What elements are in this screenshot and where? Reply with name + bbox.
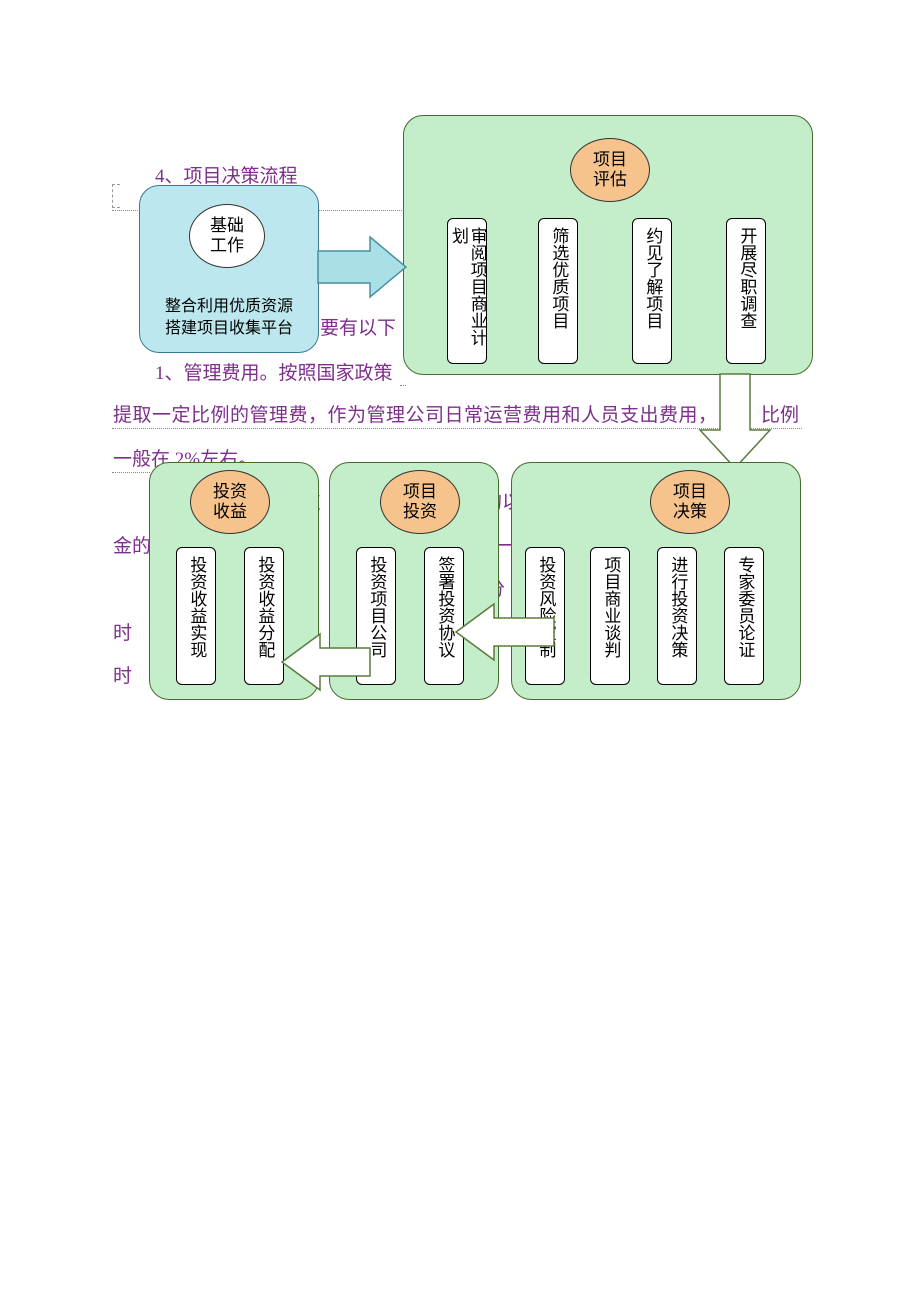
oval-returns: 投资 收益 [190,470,270,534]
evaluate-item-1: 审阅项目商业计划 [447,218,487,364]
evaluate-item-2: 筛选优质项目 [538,218,578,364]
decide-item-2: 项目商业谈判 [590,547,630,685]
invest-item-2-text: 签署投资协议 [435,556,454,658]
decide-item-3-text: 进行投资决策 [668,556,687,658]
evaluate-item-1-text: 审阅项目商业计划 [448,227,485,355]
bg-line7a: 金的 [113,536,151,559]
arrow-invest-to-returns [280,634,370,690]
evaluate-item-2-text: 筛选优质项目 [549,227,568,329]
bg-line9a: 时 [113,623,132,646]
decide-item-3: 进行投资决策 [657,547,697,685]
bg-line3: 1、管理费用。按照国家政策 [155,363,393,386]
bg-line2: 要有以下 [320,318,396,341]
oval-basic: 基础 工作 [189,204,265,268]
oval-evaluate: 项目 评估 [570,138,650,202]
returns-item-1-text: 投资收益实现 [187,556,206,658]
oval-decide-label: 项目 决策 [673,482,707,521]
page-margin-guide [112,184,120,208]
arrow-evaluate-to-decide [700,374,770,469]
evaluate-item-3-text: 约见了解项目 [643,227,662,329]
decide-item-4-text: 专家委员论证 [735,556,754,658]
arrow-decide-to-invest [454,604,554,660]
returns-item-2: 投资收益分配 [244,547,284,685]
oval-decide: 项目 决策 [650,470,730,534]
oval-returns-label: 投资 收益 [213,482,247,521]
evaluate-item-3: 约见了解项目 [632,218,672,364]
bg-line4: 提取一定比例的管理费，作为管理公司日常运营费用和人员支出费用， [113,405,718,428]
evaluate-item-4-text: 开展尽职调查 [737,227,756,329]
returns-item-2-text: 投资收益分配 [255,556,274,658]
basic-desc: 整合利用优质资源 搭建项目收集平台 [149,296,309,339]
evaluate-item-4: 开展尽职调查 [726,218,766,364]
bg-line10a: 时 [113,666,132,689]
oval-basic-label: 基础 工作 [210,216,244,255]
dotted-rule-5 [112,472,150,473]
decide-item-4: 专家委员论证 [724,547,764,685]
returns-item-1: 投资收益实现 [176,547,216,685]
arrow-basic-to-evaluate [318,237,408,297]
decide-item-2-text: 项目商业谈判 [601,556,620,658]
oval-invest: 项目 投资 [380,470,460,534]
oval-invest-label: 项目 投资 [403,482,437,521]
dotted-rule-4 [112,428,802,429]
dotted-rule-3 [400,385,406,386]
oval-evaluate-label: 项目 评估 [593,150,627,189]
